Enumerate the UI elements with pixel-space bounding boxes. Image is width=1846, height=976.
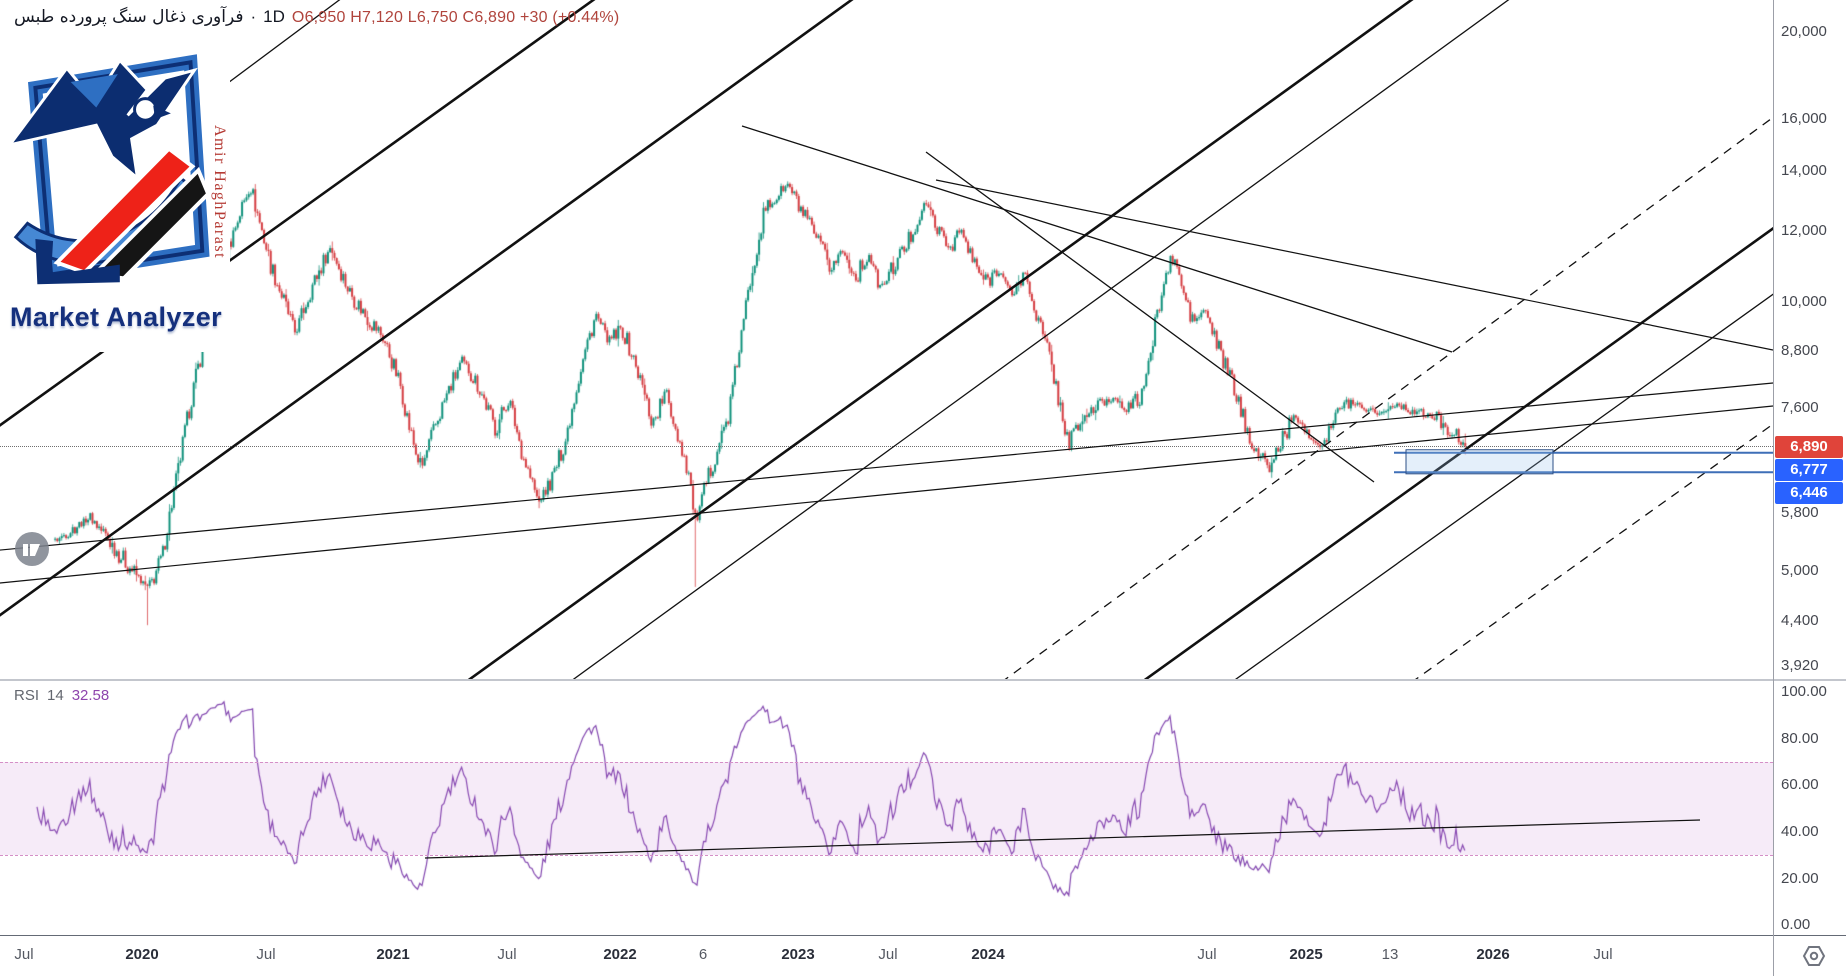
price-tick-label: 5,000 <box>1781 562 1819 580</box>
ohlc-readout: O6,950 H7,120 L6,750 C6,890 +30 (+0.44%) <box>292 9 619 27</box>
rsi-tick-label: 100.00 <box>1781 683 1827 701</box>
rsi-tick-label: 80.00 <box>1781 729 1819 747</box>
scale-settings-gear-icon[interactable] <box>1800 943 1828 969</box>
high-label: H <box>350 9 363 26</box>
time-tick-label: Jul <box>1197 946 1217 963</box>
high-value: 7,120 <box>362 9 404 26</box>
drawings-overlay[interactable] <box>0 0 1773 679</box>
time-tick-label: 2025 <box>1289 946 1323 963</box>
trendline[interactable] <box>0 382 1773 551</box>
trendline[interactable] <box>556 0 1522 679</box>
time-axis-separator <box>0 935 1846 936</box>
rsi-value: 32.58 <box>71 687 110 704</box>
time-tick-label: 13 <box>1381 946 1399 963</box>
time-tick-label: 2020 <box>125 946 159 963</box>
rsi-drawings-overlay[interactable] <box>0 683 1773 935</box>
time-tick-label: Jul <box>1593 946 1613 963</box>
time-tick-label: 2022 <box>603 946 637 963</box>
change-value: +30 (+0.44%) <box>520 9 620 26</box>
time-scale[interactable]: Jul 2020 Jul 2021 Jul 2022 6 2023 Jul 2024 Jul 2025… <box>0 936 1846 976</box>
legend-separator: · <box>250 7 257 26</box>
price-tick-label: 20,000 <box>1781 23 1827 40</box>
rsi-tick-label: 60.00 <box>1781 776 1819 794</box>
rsi-tick-label: 0.00 <box>1781 916 1811 934</box>
rsi-lower-band-line[interactable] <box>0 855 1773 856</box>
trendline[interactable] <box>935 179 1773 351</box>
timeframe-label[interactable]: 1D <box>263 7 285 26</box>
pane-separator[interactable] <box>0 679 1846 681</box>
brand-name: Market Analyzer <box>9 302 223 332</box>
price-tick-label: 16,000 <box>1781 109 1827 127</box>
time-tick-label: 2026 <box>1476 946 1510 963</box>
open-label: O <box>291 9 305 26</box>
price-pane-canvas[interactable] <box>0 0 1773 679</box>
low-label: L <box>407 9 417 26</box>
trendline[interactable] <box>925 151 1375 483</box>
rsi-name: RSI <box>14 687 40 704</box>
last-price-badge: 6,890 <box>1775 436 1843 458</box>
rsi-band-fill <box>0 762 1773 855</box>
time-tick-label: Jul <box>256 946 276 963</box>
price-tick-label: 12,000 <box>1781 221 1827 239</box>
trendline[interactable] <box>0 405 1773 584</box>
trendline[interactable] <box>741 125 1453 353</box>
price-tick-label: 8,800 <box>1781 342 1819 360</box>
price-zone-box[interactable] <box>1405 449 1554 475</box>
time-tick-label: Jul <box>878 946 898 963</box>
author-credit: Amir HaghParast <box>211 125 228 260</box>
price-tick-label: 14,000 <box>1781 161 1827 179</box>
level-price-badge: 6,777 <box>1775 459 1843 481</box>
eagle-emblem-icon <box>6 54 211 285</box>
market-analyzer-logo: Market Analyzer Amir HaghParast <box>2 30 230 352</box>
close-value: 6,890 <box>474 9 516 26</box>
dashed-trendline[interactable] <box>1398 372 1773 679</box>
rsi-tick-label: 40.00 <box>1781 823 1819 841</box>
rsi-upper-band-line[interactable] <box>0 762 1773 763</box>
rsi-pane-canvas[interactable] <box>0 683 1773 935</box>
tradingview-logo-icon[interactable] <box>14 531 50 567</box>
low-value: 6,750 <box>416 9 458 26</box>
time-tick-label: 6 <box>698 946 708 963</box>
trendline[interactable] <box>1128 176 1773 679</box>
price-scale[interactable]: 20,000 16,000 14,000 12,000 10,000 8,800 7,600… <box>1773 0 1846 935</box>
symbol-legend: فرآوری ذغال سنگ پرورده طبس · 1D O6,950 H… <box>14 7 619 27</box>
rsi-tick-label: 20.00 <box>1781 869 1819 887</box>
time-tick-label: 2021 <box>376 946 410 963</box>
time-tick-label: Jul <box>497 946 517 963</box>
trendline[interactable] <box>0 0 610 436</box>
trendline[interactable] <box>452 0 1428 679</box>
price-tick-label: 7,600 <box>1781 399 1819 417</box>
symbol-title[interactable]: فرآوری ذغال سنگ پرورده طبس <box>14 7 244 27</box>
rsi-indicator-header[interactable]: RSI 14 32.58 <box>14 687 109 704</box>
rsi-period: 14 <box>47 687 64 704</box>
time-tick-label: 2023 <box>781 946 815 963</box>
trendline[interactable] <box>1218 242 1773 679</box>
price-tick-label: 3,920 <box>1781 656 1819 674</box>
rsi-trendline[interactable] <box>424 819 1701 859</box>
price-tick-label: 5,800 <box>1781 504 1819 522</box>
time-tick-label: Jul <box>14 946 34 963</box>
price-tick-label: 10,000 <box>1781 292 1827 310</box>
trendline[interactable] <box>0 0 868 626</box>
price-tick-label: 4,400 <box>1781 611 1819 629</box>
time-tick-label: 2024 <box>971 946 1005 963</box>
dashed-trendline[interactable] <box>988 64 1773 679</box>
last-price-line <box>0 446 1773 447</box>
close-label: C <box>462 9 475 26</box>
open-value: 6,950 <box>304 9 346 26</box>
price-axis-border <box>1773 0 1774 976</box>
level-price-badge: 6,446 <box>1775 482 1843 504</box>
